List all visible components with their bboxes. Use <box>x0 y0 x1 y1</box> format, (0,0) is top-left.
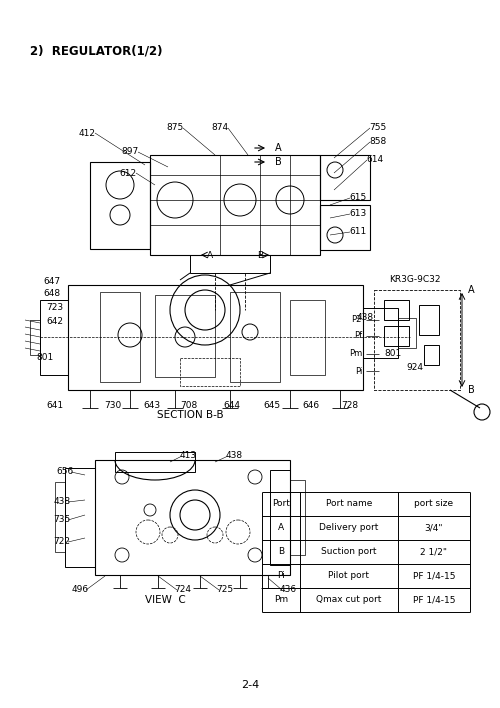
Text: 647: 647 <box>44 278 60 287</box>
Text: 875: 875 <box>166 123 184 132</box>
Text: Qmax cut port: Qmax cut port <box>316 595 382 605</box>
Text: 724: 724 <box>174 586 192 595</box>
Text: 725: 725 <box>216 586 234 595</box>
Text: A: A <box>278 523 284 532</box>
Text: Pm: Pm <box>349 350 362 358</box>
Bar <box>230 292 280 382</box>
Text: 2)  REGULATOR(1/2): 2) REGULATOR(1/2) <box>30 45 162 58</box>
Text: 438: 438 <box>226 452 242 460</box>
Text: 2-4: 2-4 <box>241 680 259 690</box>
Text: Port name: Port name <box>326 500 372 508</box>
Text: 755: 755 <box>370 123 386 132</box>
Bar <box>419 305 439 335</box>
Bar <box>270 470 290 565</box>
Text: 644: 644 <box>224 401 240 411</box>
Text: Pilot port: Pilot port <box>328 571 370 581</box>
Bar <box>68 285 363 390</box>
Text: 412: 412 <box>78 128 96 137</box>
Text: A: A <box>275 143 281 153</box>
Bar <box>65 468 95 567</box>
Bar <box>150 155 320 255</box>
Text: 2 1/2": 2 1/2" <box>420 547 448 556</box>
Text: 728: 728 <box>342 401 358 411</box>
Text: B: B <box>468 385 475 395</box>
Text: Suction port: Suction port <box>321 547 377 556</box>
Text: Pi: Pi <box>354 367 362 375</box>
Text: 656: 656 <box>56 467 74 476</box>
Text: 874: 874 <box>212 123 228 132</box>
Text: 735: 735 <box>54 515 70 525</box>
Text: SECTION B-B: SECTION B-B <box>156 410 224 420</box>
Bar <box>384 326 409 346</box>
Bar <box>398 318 416 348</box>
Text: 801: 801 <box>384 348 402 358</box>
Text: 641: 641 <box>46 401 64 411</box>
Bar <box>95 460 290 575</box>
Text: PF 1/4-15: PF 1/4-15 <box>413 595 455 605</box>
Text: 897: 897 <box>122 147 138 156</box>
Text: port size: port size <box>414 500 454 508</box>
Text: 3/4": 3/4" <box>425 523 444 532</box>
Bar <box>363 308 398 358</box>
Text: A: A <box>207 251 213 260</box>
Bar <box>290 480 305 555</box>
Bar <box>320 205 370 250</box>
Text: 723: 723 <box>46 304 64 312</box>
Bar <box>424 345 439 365</box>
Text: Pf: Pf <box>354 331 362 341</box>
Bar <box>55 482 65 552</box>
Text: 722: 722 <box>54 537 70 547</box>
Bar <box>30 320 40 355</box>
Text: 613: 613 <box>350 210 366 219</box>
Text: 611: 611 <box>350 227 366 236</box>
Text: 615: 615 <box>350 193 366 202</box>
Text: Pi: Pi <box>277 571 285 581</box>
Bar <box>100 292 140 382</box>
Text: 438: 438 <box>356 314 374 323</box>
Text: VIEW  C: VIEW C <box>144 595 186 605</box>
Text: Port: Port <box>272 500 290 508</box>
Text: 646: 646 <box>302 401 320 411</box>
Text: 438: 438 <box>54 498 70 506</box>
Bar <box>180 358 240 386</box>
Text: 643: 643 <box>144 401 160 411</box>
Text: A: A <box>468 285 474 295</box>
Text: 730: 730 <box>104 401 122 411</box>
Bar <box>374 290 460 390</box>
Text: 648: 648 <box>44 290 60 299</box>
Bar <box>190 255 270 273</box>
Bar <box>40 300 68 375</box>
Bar <box>155 295 215 377</box>
Text: 614: 614 <box>366 156 384 164</box>
Text: PF 1/4-15: PF 1/4-15 <box>413 571 455 581</box>
Text: 924: 924 <box>406 363 424 372</box>
Text: 496: 496 <box>72 586 88 595</box>
Text: 858: 858 <box>370 137 386 147</box>
Text: Pm: Pm <box>274 595 288 605</box>
Text: 612: 612 <box>120 169 136 178</box>
Bar <box>320 155 370 200</box>
Bar <box>115 452 195 472</box>
Text: KR3G-9C32: KR3G-9C32 <box>389 275 441 283</box>
Text: 708: 708 <box>180 401 198 411</box>
Text: 801: 801 <box>36 353 54 362</box>
Text: 436: 436 <box>280 586 296 595</box>
Text: B: B <box>278 547 284 556</box>
Text: Delivery port: Delivery port <box>320 523 378 532</box>
Bar <box>290 300 325 375</box>
Text: 413: 413 <box>180 452 196 460</box>
Bar <box>90 162 150 249</box>
Text: P2: P2 <box>352 316 362 324</box>
Text: 642: 642 <box>46 317 64 326</box>
Text: B: B <box>257 251 263 260</box>
Text: 645: 645 <box>264 401 280 411</box>
Bar <box>384 300 409 320</box>
Text: B: B <box>275 157 282 167</box>
